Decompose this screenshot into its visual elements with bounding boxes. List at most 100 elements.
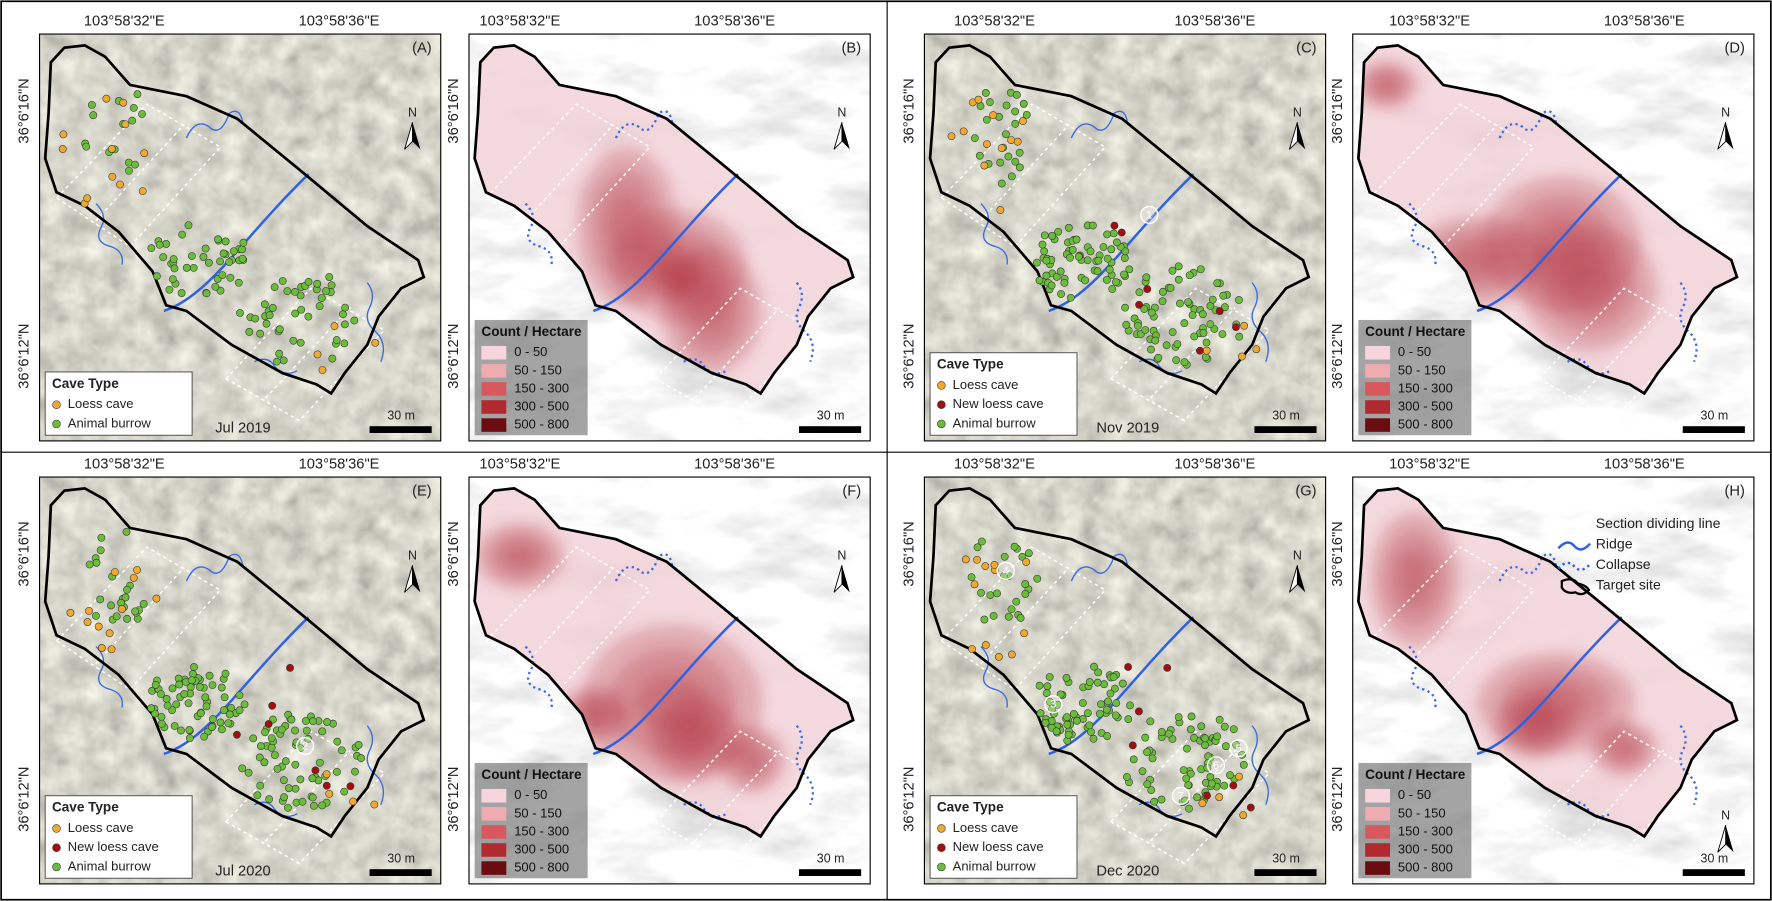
density-blob bbox=[1373, 74, 1400, 95]
cave-point bbox=[1057, 290, 1065, 298]
cave-point bbox=[317, 294, 326, 302]
cave-point bbox=[1168, 328, 1177, 337]
legend-label: Animal burrow bbox=[68, 415, 152, 430]
collapse bbox=[683, 358, 728, 375]
legend-symbol bbox=[937, 824, 946, 833]
cave-point bbox=[1202, 338, 1211, 347]
lon-label: 103°58'36"E bbox=[694, 14, 775, 30]
legend-symbol bbox=[937, 400, 946, 409]
section-line bbox=[694, 750, 781, 842]
cave-point bbox=[1226, 771, 1234, 780]
cave-point bbox=[1147, 308, 1156, 317]
legend-swatch bbox=[481, 807, 507, 821]
cave-point bbox=[201, 244, 210, 253]
legend-swatch bbox=[481, 843, 507, 857]
cave-point bbox=[291, 288, 299, 296]
cave-point bbox=[313, 350, 322, 359]
cave-point bbox=[977, 537, 986, 546]
cave-point bbox=[199, 253, 208, 261]
cave-point bbox=[973, 543, 982, 552]
cave-point bbox=[1126, 701, 1134, 710]
cave-point bbox=[308, 774, 317, 783]
cave-point bbox=[1203, 791, 1211, 800]
legend-label: 0 - 50 bbox=[1398, 344, 1431, 359]
cave-point bbox=[107, 601, 115, 610]
cave-point bbox=[315, 758, 324, 767]
panel-border bbox=[1352, 33, 1755, 442]
cave-point bbox=[1064, 223, 1073, 232]
cave-point bbox=[296, 775, 305, 784]
cave-point bbox=[1221, 742, 1230, 751]
cave-point bbox=[1083, 709, 1092, 717]
cave-point bbox=[159, 253, 168, 262]
cave-point bbox=[96, 546, 105, 555]
collapse bbox=[980, 203, 1008, 265]
lon-label: 103°58'32"E bbox=[1389, 14, 1470, 30]
density-blob bbox=[676, 718, 714, 756]
cave-point bbox=[208, 723, 216, 731]
scale-bar bbox=[1682, 869, 1745, 876]
points bbox=[947, 88, 1261, 369]
section-line bbox=[1408, 566, 1498, 665]
cave-point bbox=[989, 111, 998, 120]
legend-box bbox=[44, 371, 193, 436]
cave-point bbox=[1002, 101, 1011, 110]
lat-label: 36°6'12"N bbox=[1330, 323, 1346, 388]
cave-point bbox=[959, 127, 968, 136]
date-label: Dec 2020 bbox=[1096, 863, 1159, 879]
collapse bbox=[1408, 202, 1437, 265]
legend-label: New loess cave bbox=[68, 839, 159, 854]
cave-point bbox=[281, 757, 290, 766]
cave-point bbox=[1015, 163, 1024, 172]
cave-point bbox=[1187, 712, 1196, 721]
cave-point bbox=[301, 717, 310, 725]
cave-point bbox=[983, 140, 991, 148]
cave-point bbox=[201, 693, 210, 702]
legend-title: Cave Type bbox=[52, 800, 119, 815]
cave-point bbox=[296, 291, 305, 300]
cave-point bbox=[1038, 240, 1047, 249]
scale-bar bbox=[798, 426, 862, 433]
ridge bbox=[1476, 616, 1623, 756]
cave-point bbox=[1088, 221, 1097, 230]
section-line bbox=[654, 730, 815, 865]
cave-point bbox=[1201, 353, 1210, 362]
cave-point bbox=[122, 527, 131, 536]
cave-point bbox=[286, 664, 294, 672]
cave-point bbox=[330, 322, 339, 330]
cave-point bbox=[1135, 288, 1144, 297]
points bbox=[961, 537, 1255, 820]
cave-point bbox=[1252, 345, 1261, 354]
legend-title: Cave Type bbox=[937, 357, 1004, 372]
cave-point bbox=[1134, 321, 1142, 330]
map-area: 2 bbox=[39, 477, 441, 884]
cave-point bbox=[1021, 590, 1030, 598]
cave-point bbox=[1221, 303, 1229, 312]
cave-point bbox=[233, 730, 241, 739]
legend-label: 300 - 500 bbox=[514, 841, 569, 856]
cave-point bbox=[1109, 673, 1118, 681]
lon-label: 103°58'32"E bbox=[954, 14, 1035, 30]
cave-point bbox=[337, 746, 346, 755]
cave-point bbox=[1189, 733, 1198, 742]
lat-label: 36°6'12"N bbox=[446, 323, 462, 388]
cave-point bbox=[270, 751, 279, 760]
panel-border bbox=[923, 33, 1327, 442]
lat-label: 36°6'12"N bbox=[902, 766, 918, 831]
cave-point bbox=[1143, 285, 1152, 293]
scale-label: 30 m bbox=[817, 851, 845, 865]
cave-point bbox=[1110, 221, 1119, 230]
cave-point bbox=[270, 283, 279, 292]
cave-point bbox=[1020, 629, 1028, 638]
cave-point bbox=[291, 309, 300, 318]
cave-point bbox=[1063, 720, 1072, 729]
cave-point bbox=[981, 562, 990, 571]
cave-point bbox=[996, 158, 1005, 167]
cave-point bbox=[1197, 722, 1206, 731]
cave-point bbox=[1024, 549, 1033, 558]
cave-point bbox=[1103, 732, 1112, 740]
cave-point bbox=[970, 134, 979, 143]
panel-label: (G) bbox=[1295, 484, 1316, 500]
cave-point bbox=[322, 287, 330, 295]
